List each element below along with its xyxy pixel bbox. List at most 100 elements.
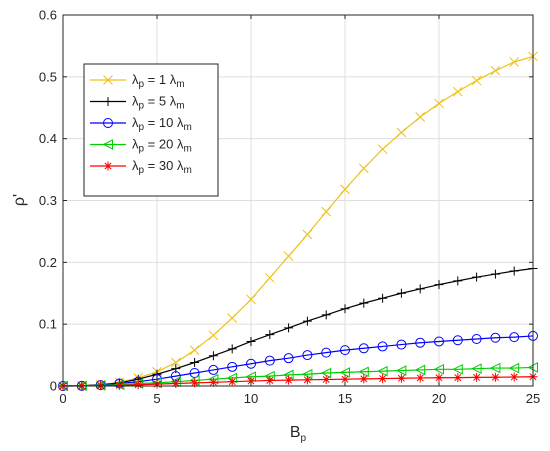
data-point — [490, 372, 500, 382]
series-line — [62, 335, 534, 387]
data-point — [415, 284, 425, 294]
y-axis-label: ρ' — [11, 194, 28, 206]
x-tick-label: 5 — [153, 391, 160, 406]
data-point — [358, 343, 369, 354]
data-point — [434, 98, 444, 109]
data-point — [472, 272, 482, 282]
data-point — [358, 366, 369, 378]
y-tick-label: 0 — [50, 379, 57, 394]
data-point — [359, 374, 369, 384]
legend-marker — [103, 161, 113, 171]
data-point — [302, 229, 313, 240]
data-point — [471, 334, 482, 345]
data-point — [470, 363, 482, 374]
legend-entry: λp = 1 λm — [90, 72, 185, 90]
data-point — [452, 86, 463, 97]
data-point — [133, 380, 143, 390]
data-point — [284, 323, 294, 333]
data-point — [509, 57, 520, 67]
data-point — [208, 330, 219, 341]
series-line — [62, 366, 534, 387]
x-tick-labels: 0 5 10 15 20 25 — [59, 391, 540, 406]
legend-entry: λp = 20 λm — [90, 137, 192, 155]
data-point — [509, 372, 519, 382]
legend-box — [83, 63, 219, 197]
data-point — [508, 362, 520, 374]
data-point — [434, 336, 444, 347]
data-point — [283, 353, 294, 364]
x-tick-label: 10 — [244, 391, 258, 406]
data-point — [284, 375, 294, 385]
data-point — [396, 339, 407, 350]
data-point — [415, 373, 425, 383]
axis-ticks — [62, 14, 534, 387]
legend-entry: λp = 30 λm — [90, 158, 192, 176]
data-point — [415, 337, 426, 348]
data-point — [340, 374, 350, 384]
data-point — [189, 345, 200, 355]
legend-marker — [103, 118, 113, 128]
data-point — [490, 332, 501, 343]
data-point — [302, 316, 312, 326]
x-tick-label: 20 — [432, 391, 446, 406]
data-point — [227, 377, 237, 387]
data-point — [377, 144, 388, 155]
data-point — [415, 112, 426, 122]
legend-label: λp = 5 λm — [132, 94, 185, 112]
y-tick-label: 0.3 — [39, 193, 57, 208]
data-point — [265, 330, 275, 340]
data-point — [376, 365, 388, 377]
data-point — [359, 298, 369, 308]
data-point — [170, 357, 181, 368]
data-point — [321, 375, 331, 385]
data-point — [264, 272, 275, 283]
y-tick-label: 0.2 — [39, 255, 57, 270]
data-point — [358, 163, 369, 174]
data-point — [246, 376, 256, 386]
y-tick-label: 0.1 — [39, 317, 57, 332]
data-point — [302, 350, 313, 361]
data-point — [509, 266, 519, 276]
data-point — [339, 367, 350, 378]
data-point — [190, 358, 200, 368]
data-point — [246, 358, 256, 369]
data-point — [321, 310, 331, 320]
series-layer — [57, 51, 538, 392]
x-tick-label: 25 — [526, 391, 540, 406]
data-point — [227, 313, 238, 323]
data-point — [395, 365, 407, 376]
data-point — [509, 332, 520, 343]
data-point — [340, 345, 350, 356]
legend: λp = 1 λm λp = 5 λm λp = 10 λm λp = 20 λm λp… — [83, 63, 219, 197]
data-point — [114, 380, 124, 390]
data-point — [377, 341, 388, 352]
legend-entry: λp = 5 λm — [90, 94, 185, 112]
x-tick-label: 0 — [59, 391, 66, 406]
data-point — [378, 374, 388, 384]
x-axis-label: Bp — [290, 424, 307, 444]
data-point — [208, 377, 218, 387]
data-point — [208, 351, 218, 361]
legend-label: λp = 10 λm — [132, 115, 192, 133]
data-point — [490, 65, 501, 76]
y-tick-label: 0.4 — [39, 131, 57, 146]
data-point — [171, 379, 181, 389]
data-point — [246, 336, 256, 346]
data-point — [208, 364, 219, 375]
data-point — [489, 362, 501, 374]
data-point — [452, 363, 463, 375]
data-point — [433, 363, 444, 375]
series-5 — [58, 372, 538, 391]
series-line — [62, 55, 534, 387]
data-point — [321, 206, 332, 217]
y-tick-labels: 0 0.1 0.2 0.3 0.4 0.5 0.6 — [39, 8, 57, 394]
data-point — [434, 373, 444, 383]
legend-label: λp = 20 λm — [132, 137, 192, 155]
legend-marker — [103, 75, 113, 85]
y-tick-label: 0.6 — [39, 8, 57, 23]
legend-label: λp = 1 λm — [132, 72, 185, 90]
data-point — [414, 364, 426, 376]
data-point — [396, 288, 406, 298]
data-point — [490, 269, 500, 279]
